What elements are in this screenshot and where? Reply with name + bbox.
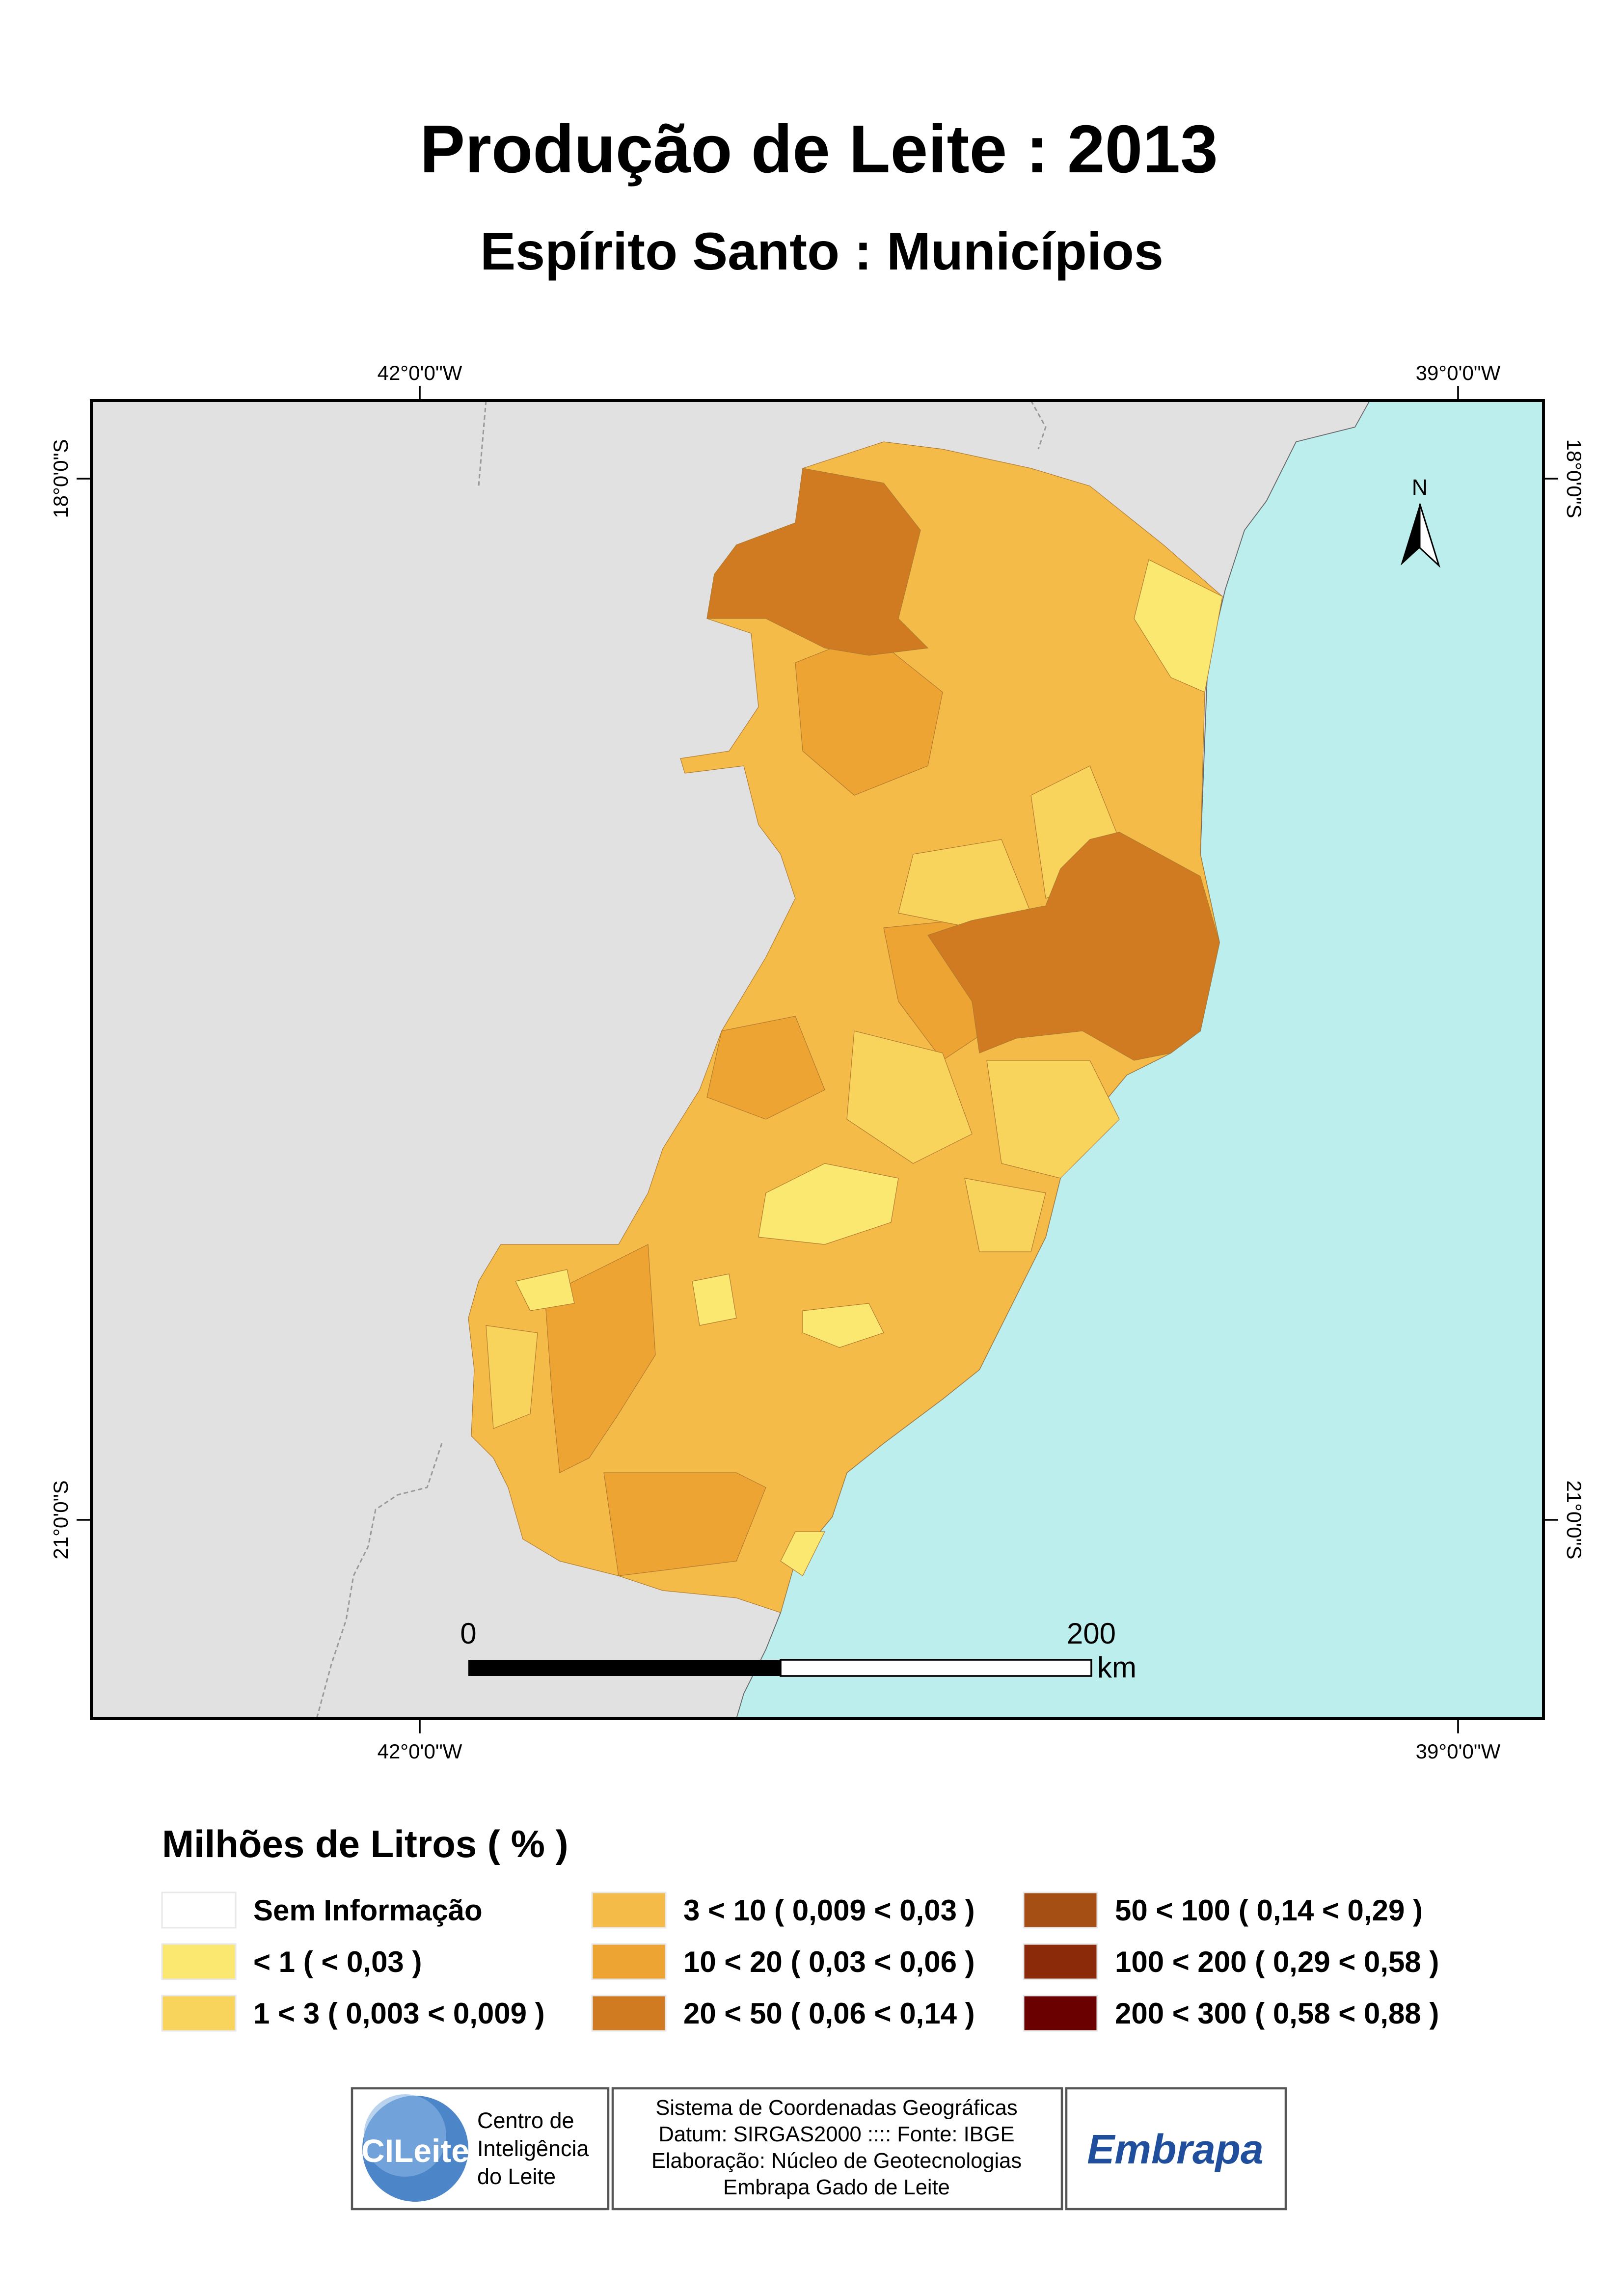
legend-label: 100 < 200 ( 0,29 < 0,58 )	[1115, 1945, 1439, 1978]
lon-label: 39°0'0"W	[1416, 1740, 1501, 1763]
footer-text: Sistema de Coordenadas Geográficas	[655, 2096, 1017, 2120]
municipality	[1134, 559, 1223, 693]
legend-swatch	[1023, 1943, 1098, 1980]
footer-text: Datum: SIRGAS2000 :::: Fonte: IBGE	[658, 2123, 1014, 2146]
footer-text: Elaboração: Núcleo de Geotecnologias	[651, 2149, 1022, 2173]
legend-label: 3 < 10 ( 0,009 < 0,03 )	[683, 1894, 975, 1927]
lon-label: 42°0'0"W	[378, 361, 462, 384]
municipality	[706, 1016, 825, 1120]
footer-text: Inteligência	[477, 2136, 590, 2161]
map-frame	[89, 399, 1545, 1721]
title: Produção de Leite : 2013	[420, 111, 1218, 187]
lon-label: 39°0'0"W	[1416, 361, 1501, 384]
footer-text: Embrapa Gado de Leite	[723, 2176, 950, 2199]
municipality	[486, 1325, 538, 1429]
legend-swatch	[1023, 1995, 1098, 2032]
footer: CILeite Centro de Inteligência do Leite …	[351, 2087, 1287, 2211]
legend-swatch	[161, 1891, 237, 1929]
municipality	[927, 832, 1220, 1061]
north-label: N	[1412, 475, 1428, 500]
municipality	[603, 1472, 766, 1576]
legend-swatch	[161, 1995, 237, 2032]
municipality	[964, 1178, 1046, 1252]
graticule-ticks	[76, 386, 1558, 1734]
embrapa-logo: Embrapa	[1087, 2126, 1263, 2172]
municipality	[986, 1060, 1120, 1179]
lat-label: 18°0'0"S	[49, 439, 72, 518]
subtitle: Espírito Santo : Municípios	[480, 221, 1164, 281]
lat-label: 21°0'0"S	[1563, 1480, 1586, 1559]
scale-unit: km	[1097, 1651, 1137, 1684]
municipality	[692, 1273, 737, 1326]
municipality	[758, 1163, 899, 1245]
legend-swatch	[161, 1943, 237, 1980]
municipality	[780, 1531, 825, 1576]
footer-box	[1065, 2087, 1287, 2211]
lat-label: 18°0'0"S	[1563, 439, 1586, 518]
municipality	[706, 468, 929, 656]
border-line	[316, 400, 1047, 1719]
map: 42°0'0"W 39°0'0"W 42°0'0"W 39°0'0"W 18°0…	[49, 361, 1586, 1763]
municipalities	[468, 441, 1223, 1613]
municipality	[846, 1030, 973, 1164]
scale-label: 200	[1067, 1617, 1116, 1650]
lon-label: 42°0'0"W	[378, 1740, 462, 1763]
logo-text: CILeite	[361, 2133, 469, 2169]
legend-label: 200 < 300 ( 0,58 < 0,88 )	[1115, 1997, 1439, 2030]
legend-title: Milhões de Litros ( % )	[162, 1822, 568, 1865]
legend-label: 10 < 20 ( 0,03 < 0,06 )	[683, 1945, 975, 1978]
municipality	[515, 1269, 575, 1311]
legend-label: < 1 ( < 0,03 )	[253, 1945, 422, 1978]
arrow-half	[1419, 503, 1441, 568]
legend-label: Sem Informação	[253, 1894, 483, 1927]
legend-swatch	[591, 1995, 667, 2032]
legend-swatch	[591, 1891, 667, 1929]
lat-label: 21°0'0"S	[49, 1480, 72, 1559]
footer-text: do Leite	[477, 2164, 556, 2189]
legend-label: 1 < 3 ( 0,003 < 0,009 )	[253, 1997, 545, 2030]
legend-swatch	[1023, 1891, 1098, 1929]
logo-highlight	[363, 2094, 446, 2177]
municipality	[802, 1303, 884, 1348]
scale-segment	[468, 1660, 781, 1676]
scale-segment	[780, 1659, 1092, 1677]
scale-label: 0	[460, 1617, 476, 1650]
legend-swatch	[591, 1943, 667, 1980]
legend-label: 50 < 100 ( 0,14 < 0,29 )	[1115, 1894, 1423, 1927]
footer-text: Centro de	[477, 2108, 574, 2133]
scale-bar: 0 200 km	[460, 1617, 1137, 1684]
legend: Sem Informação < 1 ( < 0,03 ) 1 < 3 ( 0,00…	[161, 1891, 1439, 2032]
legend-label: 20 < 50 ( 0,06 < 0,14 )	[683, 1997, 975, 2030]
footer-box	[611, 2087, 1063, 2211]
